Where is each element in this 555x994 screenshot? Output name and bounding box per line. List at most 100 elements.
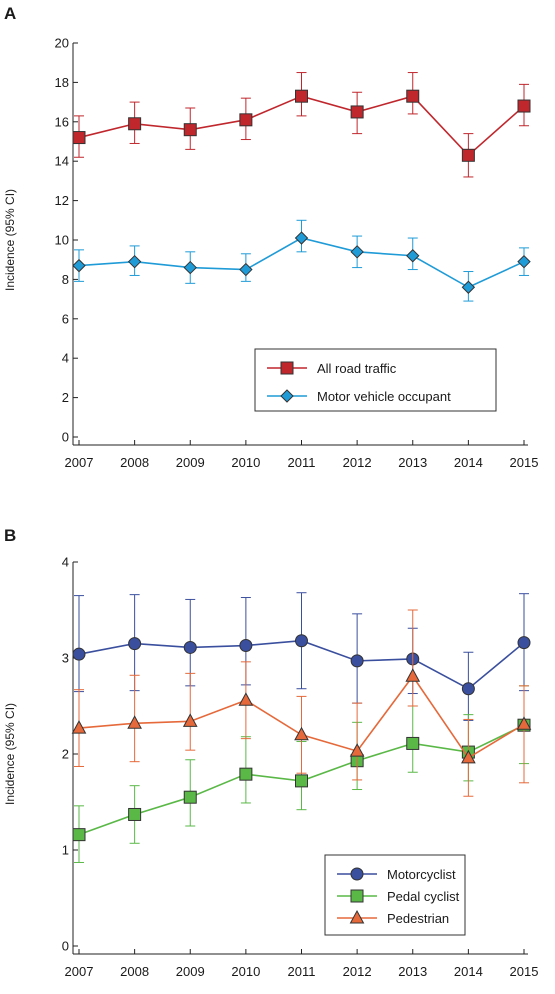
data-point (239, 262, 253, 277)
data-point (72, 647, 86, 661)
data-point (405, 668, 421, 682)
y-tick-label: 2 (62, 390, 69, 405)
y-tick-label: 10 (55, 233, 69, 248)
data-point (71, 720, 87, 734)
x-tick-label: 2010 (231, 455, 260, 470)
panel-b: B 0 1 2 3 4 2007 2008 2009 2010 2011 2012 2013 2014 20… (3, 526, 538, 979)
legend-entry: Pedal cyclist (387, 889, 460, 904)
data-point (350, 105, 364, 119)
x-tick-label: 2013 (398, 964, 427, 979)
panel-a: A 0 2 4 6 8 10 12 14 16 18 20 2007 2008 2009 2010 2011 20… (3, 4, 538, 470)
x-tick-label: 2012 (343, 455, 372, 470)
data-point (127, 254, 142, 269)
y-tick-label: 18 (55, 75, 69, 90)
data-point (182, 713, 198, 727)
legend-marker (280, 361, 294, 375)
series-motorcyclist (72, 592, 531, 721)
y-tick-label: 12 (55, 193, 69, 208)
data-point (72, 828, 86, 842)
x-tick-label: 2015 (510, 964, 539, 979)
data-point (183, 260, 197, 275)
data-point (294, 726, 309, 741)
x-tick-label: 2013 (398, 455, 427, 470)
legend-entry: Motor vehicle occupant (317, 389, 451, 404)
data-point (183, 640, 197, 654)
data-point (183, 790, 197, 804)
data-point (239, 639, 253, 653)
data-point (461, 280, 476, 294)
x-tick-label: 2008 (120, 455, 149, 470)
series-motor-vehicle-occupant (72, 219, 531, 302)
data-point (294, 231, 309, 245)
data-point (239, 113, 253, 127)
data-point (461, 749, 476, 764)
y-tick-label: 4 (62, 555, 69, 570)
x-tick-label: 2015 (510, 455, 539, 470)
data-point (295, 774, 308, 788)
data-point (406, 249, 420, 263)
y-tick-label: 16 (55, 114, 69, 129)
x-tick-label: 2011 (288, 455, 316, 470)
data-point (128, 807, 142, 821)
legend-marker (350, 889, 364, 903)
y-tick-label: 20 (55, 36, 69, 51)
legend-entry: All road traffic (317, 361, 397, 376)
panel-label: B (4, 526, 16, 545)
data-point (516, 716, 532, 730)
data-point (517, 99, 531, 113)
y-tick-label: 8 (62, 272, 69, 287)
y-tick-label: 14 (55, 154, 69, 169)
data-point (349, 743, 365, 757)
legend-marker (349, 909, 365, 924)
data-point (239, 767, 253, 781)
x-tick-label: 2009 (176, 455, 205, 470)
x-tick-label: 2007 (65, 455, 94, 470)
x-tick-label: 2011 (288, 964, 316, 979)
data-point (295, 634, 308, 648)
data-point (406, 736, 420, 750)
data-point (127, 715, 142, 729)
data-point (350, 654, 364, 668)
data-point (72, 131, 86, 145)
x-tick-label: 2007 (65, 964, 94, 979)
y-tick-label: 0 (62, 430, 69, 445)
data-point (295, 89, 308, 103)
series-all-road-traffic (72, 72, 531, 178)
panel-label: A (4, 4, 16, 23)
legend: Motorcyclist Pedal cyclist Pedestrian (324, 854, 466, 936)
y-axis-label: Incidence (95% CI) (3, 189, 17, 291)
data-point (238, 692, 254, 706)
data-point (406, 89, 420, 103)
data-point (461, 148, 475, 162)
data-point (461, 682, 475, 696)
y-tick-label: 4 (62, 351, 69, 366)
data-point (128, 117, 142, 131)
y-tick-label: 3 (62, 651, 69, 666)
legend-box (324, 854, 466, 936)
legend-entry: Motorcyclist (387, 867, 456, 882)
x-tick-label: 2008 (120, 964, 149, 979)
y-tick-label: 0 (62, 939, 69, 954)
y-axis-label: Incidence (95% CI) (3, 703, 17, 805)
legend-marker (280, 389, 294, 403)
series-pedestrian (71, 609, 532, 797)
legend: All road traffic Motor vehicle occupant (254, 348, 497, 412)
legend-box (254, 348, 497, 412)
x-tick-label: 2010 (231, 964, 260, 979)
data-point (517, 636, 531, 650)
x-tick-label: 2014 (454, 455, 483, 470)
legend-marker (350, 867, 364, 881)
data-point (183, 123, 197, 137)
x-tick-label: 2014 (454, 964, 483, 979)
x-tick-label: 2012 (343, 964, 372, 979)
data-point (517, 254, 531, 269)
legend-entry: Pedestrian (387, 911, 449, 926)
data-point (350, 245, 364, 259)
y-tick-label: 2 (62, 747, 69, 762)
data-point (72, 258, 86, 273)
y-tick-label: 1 (62, 843, 69, 858)
y-tick-label: 6 (62, 311, 69, 326)
data-point (128, 637, 142, 651)
x-tick-label: 2009 (176, 964, 205, 979)
